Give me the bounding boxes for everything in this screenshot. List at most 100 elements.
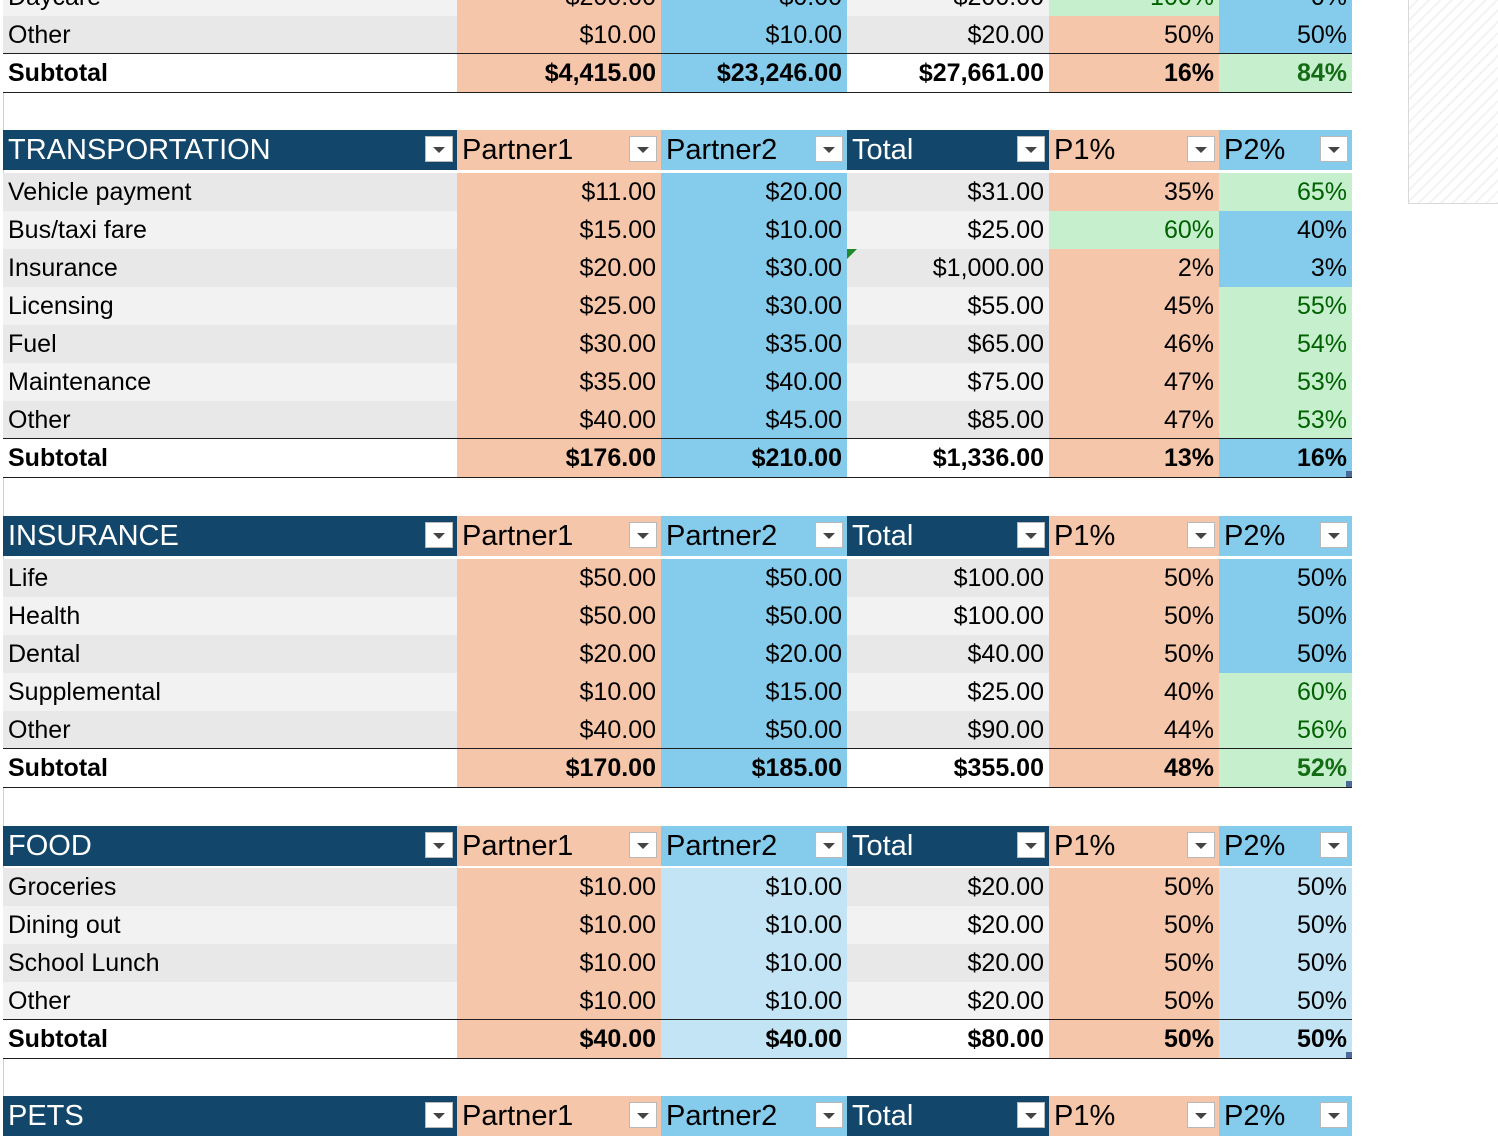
row-label[interactable]: Other [3, 401, 457, 439]
p1-percent[interactable]: 44% [1049, 711, 1219, 749]
table-row[interactable]: Supplemental $10.00 $15.00 $25.00 40% 60… [3, 673, 1352, 711]
row-label[interactable]: Subtotal [3, 749, 457, 787]
total-value[interactable]: $75.00 [847, 363, 1049, 401]
p2-percent[interactable]: 52% [1219, 749, 1352, 787]
total-value[interactable]: $55.00 [847, 287, 1049, 325]
partner1-value[interactable]: $4,415.00 [457, 54, 661, 92]
header-partner2[interactable]: Partner2 [661, 826, 847, 866]
total-value[interactable]: $100.00 [847, 559, 1049, 597]
partner2-value[interactable]: $50.00 [661, 559, 847, 597]
header-p2-percent[interactable]: P2% [1219, 516, 1352, 556]
partner1-value[interactable]: $50.00 [457, 559, 661, 597]
row-label[interactable]: Health [3, 597, 457, 635]
filter-dropdown-button[interactable] [1017, 832, 1045, 858]
partner2-value[interactable]: $40.00 [661, 1020, 847, 1058]
p1-percent[interactable]: 50% [1049, 559, 1219, 597]
error-indicator-icon[interactable] [847, 249, 857, 259]
partner1-value[interactable]: $11.00 [457, 173, 661, 211]
p1-percent[interactable]: 50% [1049, 982, 1219, 1020]
filter-dropdown-button[interactable] [629, 1102, 657, 1128]
header-p1-percent[interactable]: P1% [1049, 1096, 1219, 1136]
partner1-value[interactable]: $40.00 [457, 401, 661, 439]
header-partner2[interactable]: Partner2 [661, 1096, 847, 1136]
total-value[interactable]: $25.00 [847, 211, 1049, 249]
p2-percent[interactable]: 16% [1219, 439, 1352, 477]
table-resize-handle[interactable] [1346, 1052, 1352, 1058]
p2-percent[interactable]: 53% [1219, 401, 1352, 439]
partner1-value[interactable]: $20.00 [457, 249, 661, 287]
table-row[interactable]: Other $10.00 $10.00 $20.00 50% 50% [3, 16, 1352, 54]
header-total[interactable]: Total [847, 130, 1049, 170]
table-row[interactable]: Groceries $10.00 $10.00 $20.00 50% 50% [3, 868, 1352, 906]
row-label[interactable]: Dining out [3, 906, 457, 944]
partner2-value[interactable]: $10.00 [661, 906, 847, 944]
total-value[interactable]: $355.00 [847, 749, 1049, 787]
header-category[interactable]: FOOD [3, 826, 457, 866]
partner1-value[interactable]: $30.00 [457, 325, 661, 363]
partner1-value[interactable]: $10.00 [457, 982, 661, 1020]
table-row[interactable]: Dental $20.00 $20.00 $40.00 50% 50% [3, 635, 1352, 673]
filter-dropdown-button[interactable] [815, 136, 843, 162]
table-row[interactable]: Other $10.00 $10.00 $20.00 50% 50% [3, 982, 1352, 1020]
total-value[interactable]: $31.00 [847, 173, 1049, 211]
table-row[interactable]: Bus/taxi fare $15.00 $10.00 $25.00 60% 4… [3, 211, 1352, 249]
filter-dropdown-button[interactable] [1017, 136, 1045, 162]
filter-dropdown-button[interactable] [629, 522, 657, 548]
partner1-value[interactable]: $50.00 [457, 597, 661, 635]
p1-percent[interactable]: 50% [1049, 597, 1219, 635]
total-value[interactable]: $20.00 [847, 16, 1049, 54]
p1-percent[interactable]: 50% [1049, 944, 1219, 982]
table-row[interactable]: School Lunch $10.00 $10.00 $20.00 50% 50… [3, 944, 1352, 982]
header-partner1[interactable]: Partner1 [457, 1096, 661, 1136]
partner1-value[interactable]: $176.00 [457, 439, 661, 477]
table-resize-handle[interactable] [1346, 781, 1352, 787]
filter-dropdown-button[interactable] [1017, 522, 1045, 548]
p1-percent[interactable]: 48% [1049, 749, 1219, 787]
filter-dropdown-button[interactable] [1320, 136, 1348, 162]
partner2-value[interactable]: $10.00 [661, 982, 847, 1020]
total-value[interactable]: $90.00 [847, 711, 1049, 749]
p2-percent[interactable]: 50% [1219, 906, 1352, 944]
p2-percent[interactable]: 65% [1219, 173, 1352, 211]
p1-percent[interactable]: 100% [1049, 0, 1219, 16]
total-value[interactable]: $1,336.00 [847, 439, 1049, 477]
total-value[interactable]: $85.00 [847, 401, 1049, 439]
total-value[interactable]: $20.00 [847, 868, 1049, 906]
partner2-value[interactable]: $30.00 [661, 249, 847, 287]
p2-percent[interactable]: 50% [1219, 635, 1352, 673]
table-row[interactable]: Other $40.00 $45.00 $85.00 47% 53% [3, 401, 1352, 439]
total-value[interactable]: $65.00 [847, 325, 1049, 363]
header-p2-percent[interactable]: P2% [1219, 826, 1352, 866]
p2-percent[interactable]: 3% [1219, 249, 1352, 287]
partner2-value[interactable]: $50.00 [661, 597, 847, 635]
row-label[interactable]: Maintenance [3, 363, 457, 401]
table-row[interactable]: Vehicle payment $11.00 $20.00 $31.00 35%… [3, 173, 1352, 211]
filter-dropdown-button[interactable] [425, 522, 453, 548]
row-label[interactable]: Licensing [3, 287, 457, 325]
p1-percent[interactable]: 40% [1049, 673, 1219, 711]
header-partner1[interactable]: Partner1 [457, 516, 661, 556]
header-total[interactable]: Total [847, 1096, 1049, 1136]
filter-dropdown-button[interactable] [629, 136, 657, 162]
filter-dropdown-button[interactable] [1187, 136, 1215, 162]
filter-dropdown-button[interactable] [815, 522, 843, 548]
row-label[interactable]: Groceries [3, 868, 457, 906]
p2-percent[interactable]: 50% [1219, 597, 1352, 635]
filter-dropdown-button[interactable] [629, 832, 657, 858]
row-label[interactable]: Subtotal [3, 54, 457, 92]
p2-percent[interactable]: 50% [1219, 868, 1352, 906]
filter-dropdown-button[interactable] [1320, 1102, 1348, 1128]
partner1-value[interactable]: $200.00 [457, 0, 661, 16]
header-p2-percent[interactable]: P2% [1219, 1096, 1352, 1136]
filter-dropdown-button[interactable] [1320, 522, 1348, 548]
table-resize-handle[interactable] [1346, 471, 1352, 477]
p1-percent[interactable]: 45% [1049, 287, 1219, 325]
table-row[interactable]: Fuel $30.00 $35.00 $65.00 46% 54% [3, 325, 1352, 363]
p2-percent[interactable]: 50% [1219, 559, 1352, 597]
table-row[interactable]: Maintenance $35.00 $40.00 $75.00 47% 53% [3, 363, 1352, 401]
p2-percent[interactable]: 50% [1219, 1020, 1352, 1058]
partner1-value[interactable]: $20.00 [457, 635, 661, 673]
header-p2-percent[interactable]: P2% [1219, 130, 1352, 170]
row-label[interactable]: Daycare [3, 0, 457, 16]
row-label[interactable]: Life [3, 559, 457, 597]
